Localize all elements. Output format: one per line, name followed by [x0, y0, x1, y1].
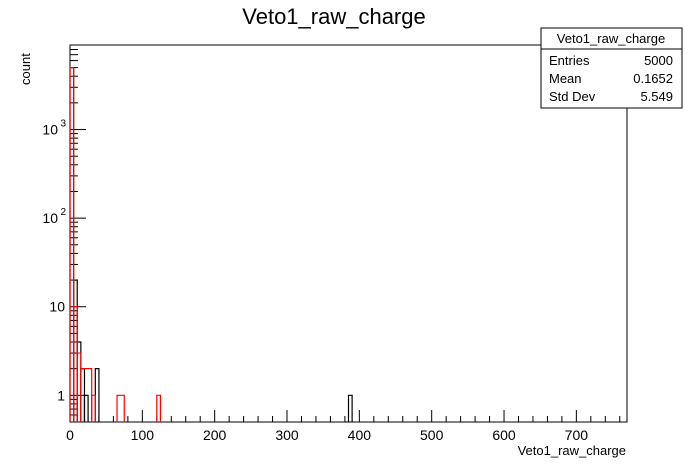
histogram-bin-series-1	[116, 394, 125, 422]
stats-value-stddev: 5.549	[640, 89, 673, 104]
stats-label-mean: Mean	[549, 71, 582, 86]
histogram-bin-series-0	[83, 394, 89, 422]
histogram-bin-series-0	[347, 394, 353, 422]
chart-title: Veto1_raw_charge	[242, 4, 425, 29]
stats-value-entries: 5000	[644, 53, 673, 68]
stats-box: Veto1_raw_charge Entries 5000 Mean 0.165…	[540, 27, 683, 109]
x-tick-label: 500	[420, 427, 444, 443]
histogram-bin-series-1	[156, 394, 162, 422]
y-tick-exponent: 3	[60, 119, 66, 130]
x-tick-label: 700	[565, 427, 589, 443]
y-tick-label: 10	[42, 210, 58, 226]
stats-label-entries: Entries	[549, 53, 590, 68]
x-axis-label: Veto1_raw_charge	[518, 443, 626, 458]
x-tick-label: 400	[348, 427, 372, 443]
x-tick-label: 200	[203, 427, 227, 443]
stats-label-stddev: Std Dev	[549, 89, 596, 104]
x-tick-label: 0	[66, 427, 74, 443]
stats-box-title: Veto1_raw_charge	[557, 31, 665, 46]
histogram-bin-series-1	[69, 67, 75, 422]
y-tick-label: 10	[49, 299, 65, 315]
y-tick-label: 1	[57, 387, 65, 403]
y-axis-label: count	[18, 53, 33, 85]
x-tick-label: 300	[275, 427, 299, 443]
x-tick-label: 100	[131, 427, 155, 443]
histogram-bin-series-1	[91, 394, 96, 422]
stats-box-frame	[540, 27, 683, 109]
stats-value-mean: 0.1652	[633, 71, 673, 86]
y-tick-exponent: 2	[60, 207, 66, 218]
histogram-bars	[69, 67, 353, 422]
y-tick-label: 10	[42, 122, 58, 138]
x-tick-label: 600	[492, 427, 516, 443]
